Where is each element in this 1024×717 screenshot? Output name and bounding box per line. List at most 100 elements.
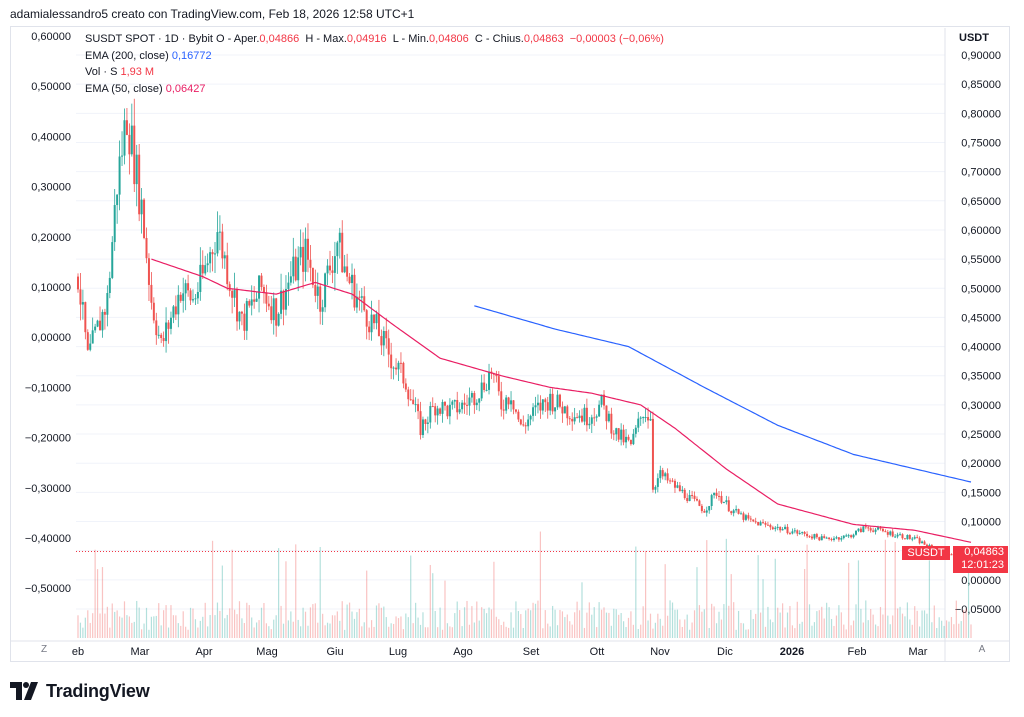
- right-axis-tick: 0,40000: [961, 342, 1001, 354]
- left-axis-tick: −0,50000: [25, 583, 71, 595]
- candle-body: [255, 298, 258, 302]
- candle-body: [546, 402, 549, 411]
- volume-bar: [914, 606, 916, 638]
- candle-body: [238, 311, 241, 322]
- volume-bar: [441, 629, 444, 638]
- candle-body: [470, 393, 473, 398]
- candle-body: [510, 400, 513, 405]
- currency-label[interactable]: USDT: [959, 32, 989, 44]
- volume-bar: [167, 627, 170, 638]
- candle-body: [338, 232, 341, 243]
- candle-body: [647, 417, 650, 421]
- tradingview-logo[interactable]: TradingView: [10, 680, 150, 702]
- volume-bar: [507, 627, 510, 638]
- candle-body: [456, 400, 459, 413]
- volume-bar: [84, 617, 86, 638]
- tradingview-logo-icon: [10, 682, 38, 700]
- candle-body: [544, 399, 547, 403]
- candle-body: [595, 416, 598, 418]
- candle-body: [742, 513, 745, 520]
- candle-body: [495, 374, 498, 377]
- ema200-row[interactable]: EMA (200, close) 0,16772: [85, 48, 664, 65]
- volume-bar: [911, 624, 913, 638]
- candle-body: [319, 286, 322, 312]
- volume-bar: [385, 617, 387, 638]
- volume-bar: [725, 538, 727, 638]
- volume-bar: [278, 548, 280, 638]
- candle-body: [289, 276, 292, 283]
- candle-body: [179, 294, 182, 301]
- candle-body: [407, 389, 410, 400]
- volume-bar: [241, 618, 243, 638]
- chart-frame[interactable]: [10, 26, 1010, 662]
- volume-bar: [307, 625, 309, 638]
- volume-bar: [933, 605, 935, 638]
- candle-body: [160, 334, 163, 339]
- candle-body: [864, 526, 867, 528]
- candle-body: [529, 415, 532, 420]
- candle-body: [299, 246, 302, 258]
- volume-bar: [104, 613, 106, 638]
- candle-body: [798, 533, 801, 535]
- volume-bar: [757, 555, 759, 638]
- candle-body: [810, 536, 813, 539]
- volume-bar: [752, 618, 754, 638]
- volume-bar: [375, 605, 378, 638]
- ema50-row[interactable]: EMA (50, close) 0,06427: [85, 81, 664, 98]
- candle-body: [593, 417, 596, 419]
- volume-bar: [361, 626, 363, 638]
- right-axis-tick: 0,45000: [961, 312, 1001, 324]
- volume-bar: [855, 604, 857, 638]
- candle-body: [429, 406, 432, 423]
- volume-bar: [632, 624, 634, 638]
- volume-bar: [921, 610, 923, 638]
- candle-body: [260, 275, 263, 288]
- candle-body: [820, 536, 823, 541]
- volume-bar: [133, 621, 135, 638]
- volume-bar: [143, 623, 145, 638]
- candle-body: [620, 429, 623, 440]
- volume-bar: [527, 608, 529, 638]
- candle-body: [121, 155, 124, 157]
- right-axis-tick: 0,35000: [961, 371, 1001, 383]
- candle-body: [287, 282, 290, 289]
- candle-body: [172, 306, 175, 318]
- candle-body: [708, 506, 711, 511]
- candle-body: [862, 526, 865, 533]
- zoom-reset-button[interactable]: Z: [40, 644, 48, 655]
- candle-body: [441, 401, 444, 414]
- volume-bar: [926, 613, 928, 638]
- volume-bar: [251, 617, 253, 638]
- volume-bar: [520, 614, 522, 638]
- candle-body: [847, 535, 850, 537]
- right-axis-tick: 0,85000: [961, 79, 1001, 91]
- time-axis-label: Mar: [131, 646, 150, 658]
- volume-bar: [258, 620, 260, 638]
- auto-scale-button[interactable]: A: [978, 644, 986, 655]
- volume-bar: [432, 573, 434, 638]
- volume-bar: [618, 614, 620, 638]
- candle-body: [483, 382, 486, 390]
- close-value: 0,04863: [523, 33, 564, 45]
- candle-body: [399, 362, 402, 364]
- volume-bar: [158, 603, 160, 638]
- candle-body: [656, 478, 659, 487]
- candle-body: [272, 298, 275, 321]
- volume-bar: [463, 607, 466, 638]
- candle-body: [331, 270, 334, 273]
- volume-bar: [948, 621, 950, 638]
- volume-bar: [199, 620, 201, 638]
- volume-bar: [762, 579, 764, 638]
- volume-bar: [554, 609, 556, 638]
- volume-bar: [419, 624, 422, 638]
- time-axis-label: Lug: [389, 646, 407, 658]
- right-axis-tick: 0,65000: [961, 196, 1001, 208]
- volume-row[interactable]: Vol · S 1,93 M: [85, 64, 664, 81]
- volume-bar: [808, 604, 811, 638]
- candle-body: [556, 394, 559, 408]
- volume-bar: [945, 620, 948, 638]
- left-axis-tick: 0,30000: [31, 182, 71, 194]
- volume-bar: [253, 627, 255, 638]
- candle-body: [365, 310, 368, 327]
